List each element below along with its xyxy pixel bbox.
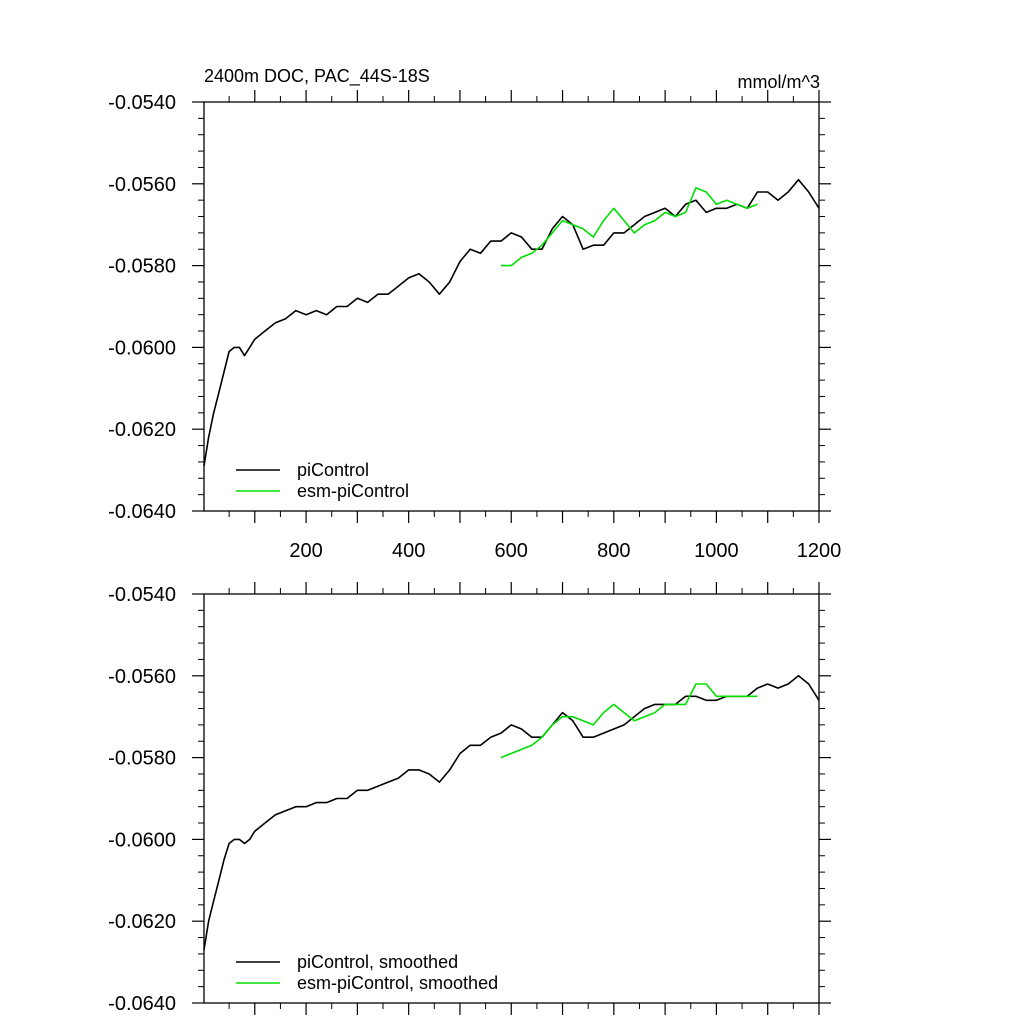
bottom-series-esm-picontrol-smoothed bbox=[500, 683, 758, 759]
bottom-plot-frame bbox=[203, 593, 820, 1004]
bottom-y-tick-label: -0.0580 bbox=[108, 748, 176, 770]
chart-title: 2400m DOC, PAC_44S-18S bbox=[204, 66, 430, 87]
bottom-y-tick-label: -0.0560 bbox=[108, 666, 176, 688]
top-series-picontrol bbox=[203, 178, 820, 467]
top-y-tick-label: -0.0580 bbox=[108, 256, 176, 278]
bottom-legend-label: piControl, smoothed bbox=[297, 952, 458, 972]
bottom-y-tick-label: -0.0620 bbox=[108, 911, 176, 933]
units-label: mmol/m^3 bbox=[738, 72, 820, 92]
top-x-tick-label: 1000 bbox=[694, 540, 739, 562]
bottom-series-picontrol-smoothed bbox=[203, 674, 820, 950]
top-x-tick-label: 1200 bbox=[797, 540, 842, 562]
top-y-tick-label: -0.0620 bbox=[108, 419, 176, 441]
top-legend-label: piControl bbox=[297, 460, 369, 480]
top-y-tick-label: -0.0600 bbox=[108, 337, 176, 359]
top-x-tick-label: 200 bbox=[289, 540, 322, 562]
bottom-ticks bbox=[192, 582, 831, 1015]
bottom-legend-label: esm-piControl, smoothed bbox=[297, 973, 498, 993]
top-y-tick-labels: -0.0540 -0.0560 -0.0580 -0.0600 -0.0620 -0.06… bbox=[108, 92, 176, 523]
top-y-tick-label: -0.0540 bbox=[108, 92, 176, 114]
top-legend-label: esm-piControl bbox=[297, 481, 409, 501]
bottom-y-tick-label: -0.0600 bbox=[108, 829, 176, 851]
bottom-y-tick-labels: -0.0540 -0.0560 -0.0580 -0.0600 -0.0620 -0.06… bbox=[108, 584, 176, 1015]
top-x-tick-labels: 200 400 600 800 1000 1200 bbox=[289, 540, 841, 562]
top-ticks bbox=[192, 90, 831, 523]
top-y-tick-label: -0.0560 bbox=[108, 174, 176, 196]
bottom-y-tick-label: -0.0540 bbox=[108, 584, 176, 606]
top-panel: -0.0540 -0.0560 -0.0580 -0.0600 -0.0620 -0.06… bbox=[108, 90, 841, 562]
top-plot-frame bbox=[203, 101, 820, 512]
bottom-y-tick-label: -0.0640 bbox=[108, 993, 176, 1015]
bottom-series-lines bbox=[203, 674, 820, 950]
top-series-esm-picontrol bbox=[501, 187, 758, 267]
top-x-tick-label: 800 bbox=[597, 540, 630, 562]
bottom-panel: -0.0540 -0.0560 -0.0580 -0.0600 -0.0620 -0.06… bbox=[108, 582, 831, 1015]
top-x-tick-label: 400 bbox=[392, 540, 425, 562]
top-series-lines bbox=[203, 178, 820, 467]
top-x-tick-label: 600 bbox=[495, 540, 528, 562]
top-y-tick-label: -0.0640 bbox=[108, 501, 176, 523]
